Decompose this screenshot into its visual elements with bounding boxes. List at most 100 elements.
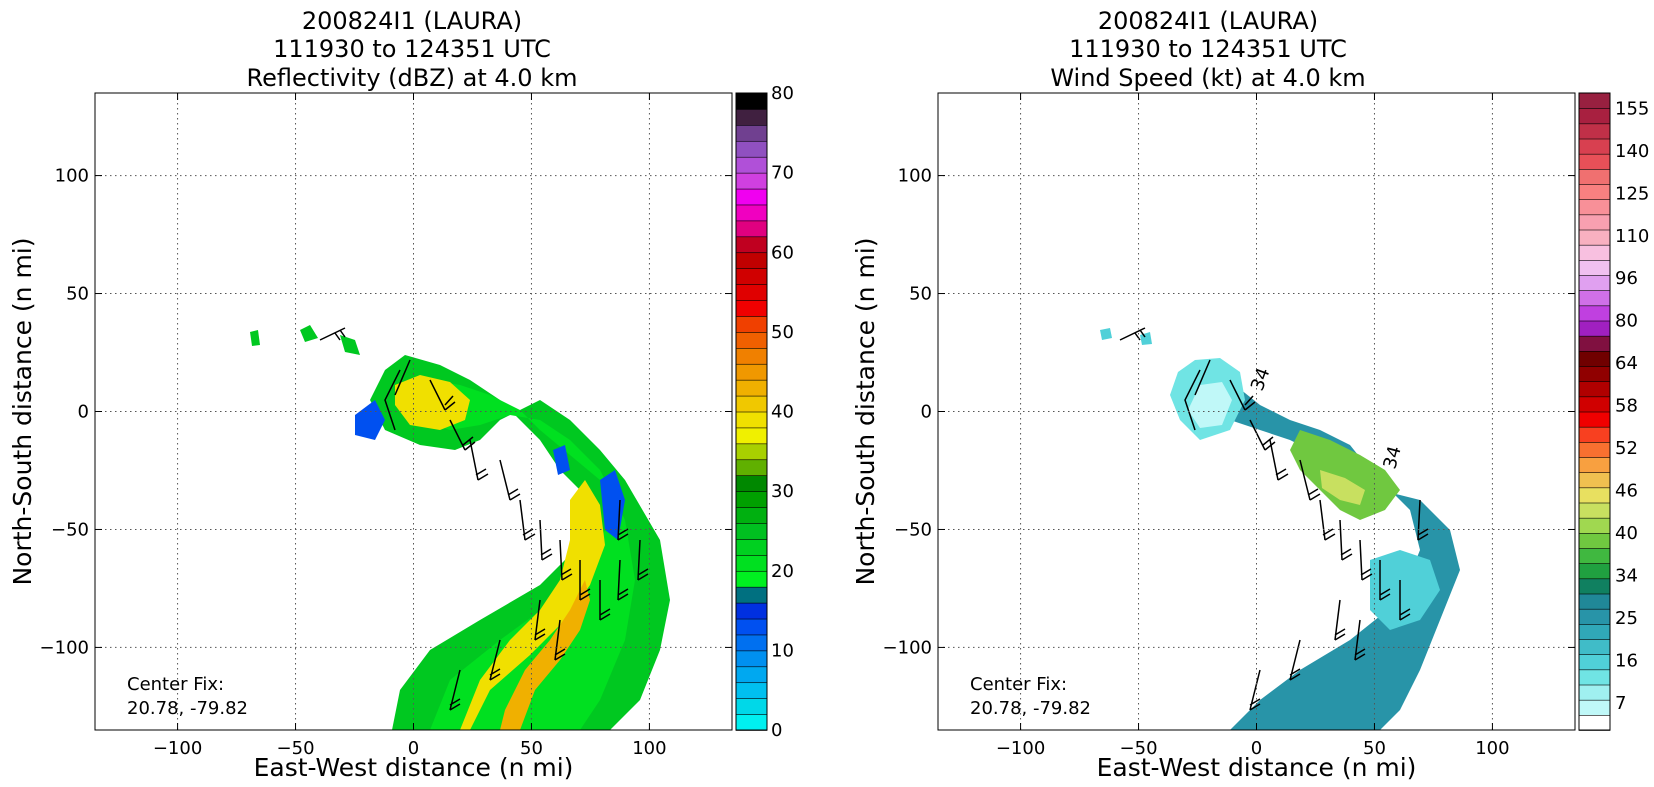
- wind-colorbar-cell: [1578, 502, 1611, 519]
- wind-y-tick-label: 50: [909, 284, 932, 305]
- reflectivity-colorbar-cell: [735, 490, 768, 508]
- reflectivity-plot-area: [250, 325, 670, 730]
- reflectivity-x-tick-label: 0: [408, 738, 419, 759]
- wind-title-line-2: 111930 to 124351 UTC: [1069, 35, 1347, 63]
- wind-barb: [449, 419, 476, 451]
- wind-barb: [1269, 439, 1289, 481]
- reflectivity-colorbar-tick-label: 70: [771, 163, 794, 184]
- reflectivity-colorbar-cell: [735, 618, 768, 636]
- wind-colorbar-cell: [1578, 623, 1611, 640]
- wind-barb: [1359, 539, 1373, 581]
- wind-barb: [1399, 580, 1411, 621]
- wind-colorbar-cell: [1578, 517, 1611, 534]
- reflectivity-colorbar-cell: [735, 554, 768, 572]
- wind-colorbar-tick-label: 40: [1615, 523, 1638, 544]
- wind-barb: [1289, 639, 1301, 681]
- reflectivity-colorbar-cell: [735, 251, 768, 269]
- wind-colorbar-cell: [1578, 426, 1611, 443]
- wind-colorbar-cell: [1578, 380, 1611, 398]
- wind-colorbar-tick-label: 155: [1615, 98, 1649, 119]
- reflectivity-colorbar-cell: [735, 363, 768, 381]
- wind-barb: [559, 539, 573, 581]
- wind-barb: [489, 639, 501, 681]
- wind-barb: [1354, 619, 1366, 661]
- wind-colorbar-cell: [1578, 183, 1611, 200]
- reflectivity-colorbar-cell: [735, 427, 768, 445]
- reflectivity-y-tick-label: −100: [40, 637, 89, 658]
- reflectivity-colorbar-cell: [735, 267, 768, 285]
- reflectivity-colorbar-cell: [735, 92, 768, 110]
- wind-x-tick-label: −50: [1120, 738, 1158, 759]
- wind-band-outer: [1190, 372, 1460, 730]
- wind-barb: [384, 359, 411, 431]
- reflectivity-title-line-1: 200824I1 (LAURA): [302, 7, 522, 35]
- wind-y-tick-label: 0: [921, 402, 932, 423]
- reflectivity-colorbar-cell: [735, 586, 768, 604]
- wind-colorbar-tick-label: 110: [1615, 226, 1649, 247]
- wind-colorbar-tick-label: 46: [1615, 481, 1638, 502]
- wind-y-tick-label: −50: [894, 519, 932, 540]
- reflectivity-x-tick-label: 50: [520, 738, 543, 759]
- wind-barb: [637, 539, 649, 581]
- wind-colorbar-cell: [1578, 578, 1611, 595]
- wind-colorbar-cell: [1578, 653, 1611, 671]
- reflectivity-colorbar-cell: [735, 713, 768, 731]
- wind-barb: [1334, 599, 1346, 641]
- reflectivity-colorbar-cell: [735, 506, 768, 524]
- reflectivity-colorbar-tick-label: 50: [771, 322, 794, 343]
- reflectivity-colorbar-tick-label: 60: [771, 242, 794, 263]
- wind-x-tick-label: −100: [996, 738, 1045, 759]
- reflectivity-x-axis-label: East-West distance (n mi): [254, 753, 574, 782]
- wind-colorbar-cell: [1578, 168, 1611, 185]
- wind-colorbar-cell: [1578, 441, 1611, 458]
- wind-colorbar-cell: [1578, 123, 1611, 140]
- wind-band-lightest: [1188, 382, 1232, 428]
- wind-barb: [1249, 419, 1276, 451]
- wind-center-fix-annotation: 20.78, -79.82: [970, 698, 1091, 719]
- reflectivity-low-echo-3: [553, 445, 570, 475]
- wind-barb: [519, 499, 536, 541]
- reflectivity-colorbar-cell: [735, 331, 768, 349]
- wind-colorbar-cell: [1578, 214, 1611, 231]
- wind-barb: [599, 580, 611, 621]
- reflectivity-colorbar-cell: [735, 522, 768, 540]
- wind-colorbar-cell: [1578, 153, 1611, 170]
- reflectivity-band-mid: [410, 380, 635, 730]
- wind-colorbar-cell: [1578, 684, 1611, 701]
- wind-y-axis-label: North-South distance (n mi): [851, 237, 880, 585]
- wind-colorbar-cell: [1578, 699, 1611, 716]
- reflectivity-colorbar-tick-label: 10: [771, 640, 794, 661]
- reflectivity-colorbar-cell: [735, 188, 768, 206]
- reflectivity-band-core: [460, 480, 605, 730]
- wind-barb: [469, 439, 489, 481]
- reflectivity-colorbar-cell: [735, 108, 768, 126]
- wind-speed-barbs: [1119, 327, 1429, 711]
- reflectivity-colorbar-cell: [735, 156, 768, 174]
- wind-barb: [617, 499, 629, 541]
- reflectivity-band-peak: [500, 580, 590, 730]
- reflectivity-center-fix-annotation: Center Fix:: [127, 674, 224, 695]
- reflectivity-colorbar-cell: [735, 236, 768, 254]
- wind-colorbar-tick-label: 58: [1615, 396, 1638, 417]
- wind-colorbar-cell: [1578, 411, 1611, 428]
- reflectivity-center-fix-annotation: 20.78, -79.82: [127, 698, 248, 719]
- reflectivity-colorbar-cell: [735, 315, 768, 333]
- reflectivity-colorbar-cell: [735, 299, 768, 317]
- reflectivity-colorbar-cell: [735, 458, 768, 476]
- wind-barb: [1379, 560, 1391, 601]
- wind-x-tick-label: 50: [1363, 738, 1386, 759]
- wind-title-line-3: Wind Speed (kt) at 4.0 km: [1050, 64, 1365, 92]
- reflectivity-colorbar-cell: [735, 443, 768, 461]
- reflectivity-colorbar-cell: [735, 379, 768, 397]
- wind-colorbar-cell: [1578, 532, 1611, 549]
- reflectivity-colorbar-cell: [735, 283, 768, 301]
- reflectivity-y-tick-label: 100: [55, 166, 89, 187]
- wind-barb: [1299, 459, 1321, 501]
- wind-barb: [1319, 499, 1336, 541]
- reflectivity-colorbar-cell: [735, 124, 768, 142]
- reflectivity-panel: 200824I1 (LAURA) 111930 to 124351 UTC Re…: [247, 7, 670, 730]
- wind-barb: [429, 379, 456, 411]
- wind-colorbar-cell: [1578, 350, 1611, 367]
- reflectivity-colorbar-cell: [735, 681, 768, 699]
